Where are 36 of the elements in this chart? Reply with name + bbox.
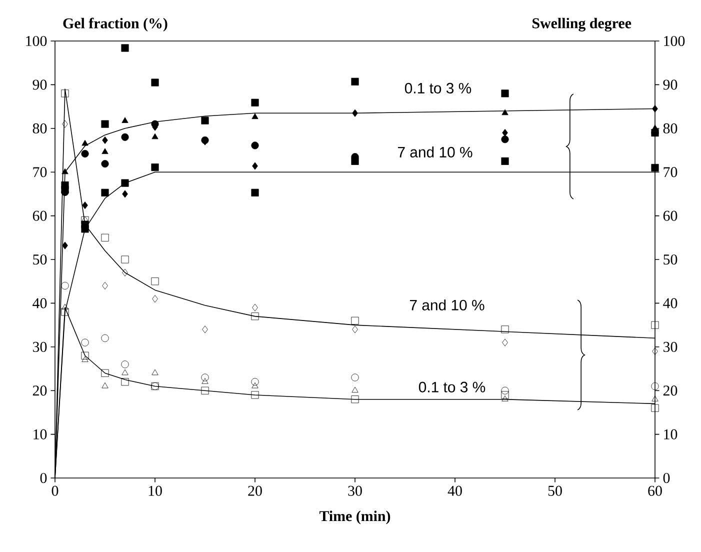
text: Gel fraction (%) [63,18,168,32]
x-tick-label: 40 [448,486,462,496]
y2-tick-label: 20 [32,386,47,396]
y-tick-label: 10 [664,429,678,440]
x-axis-title: Time (min) [319,510,390,524]
x-tick-label: 60 [648,486,662,496]
x-tick-label: 30 [348,486,362,496]
annotation: 7 and 10 % [398,146,472,158]
y-tick-label: 20 [663,386,678,396]
annotation: 0.1 to 3 % [404,82,472,94]
y2-tick-label: 50 [33,254,47,265]
y-tick-label: 80 [663,123,678,134]
y2-tick-label: 90 [32,80,47,90]
y-tick-label: 60 [663,210,678,221]
y2-tick-label: 100 [26,36,47,46]
y-tick-label: 70 [664,167,678,178]
y-tick-label: 90 [663,80,678,90]
y2-tick-label: 10 [34,429,47,440]
y2-tick-label: 70 [33,167,47,178]
y2-tick-label: 40 [32,298,47,308]
y2-tick-label: 0 [40,472,47,484]
y-tick-label: 100 [664,36,685,46]
text: Swelling degree [532,18,632,32]
y2-tick-label: 30 [33,342,47,352]
y-tick-label: 50 [664,254,678,265]
annotation: 7 and 10 % [410,299,484,310]
x-tick-label: 10 [148,486,162,496]
x-tick-label: 0 [52,486,58,496]
y-tick-label: 0 [663,472,670,484]
y-tick-label: 40 [663,298,678,308]
x-tick-label: 20 [248,486,262,496]
x-tick-label: 50 [548,486,562,496]
y2-tick-label: 60 [32,210,47,221]
y2-tick-label: 80 [32,123,47,134]
y-tick-label: 30 [663,342,678,352]
annotation: 0.1 to 3 % [418,382,486,392]
